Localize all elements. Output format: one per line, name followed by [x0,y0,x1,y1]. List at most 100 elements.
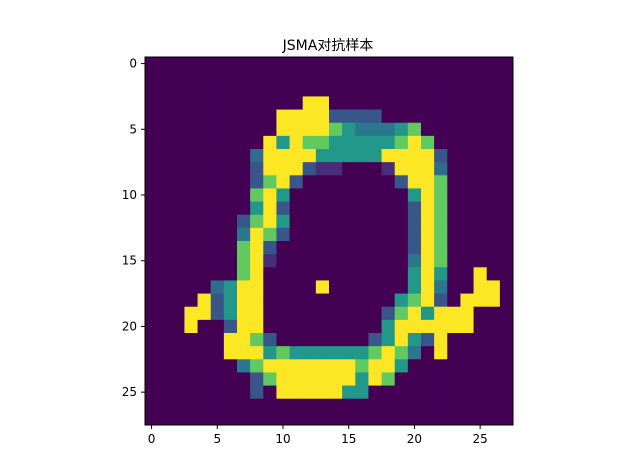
heatmap-cell [368,293,382,308]
heatmap-cell [276,306,290,321]
heatmap-cell [276,411,290,426]
heatmap-cell [368,135,382,150]
heatmap-cell [499,319,514,334]
heatmap-cell [473,122,488,137]
heatmap-cell [329,175,343,189]
heatmap-cell [250,96,264,110]
heatmap-cell [473,175,488,189]
heatmap-cell [197,385,212,400]
heatmap-cell [210,346,225,360]
heatmap-cell [434,96,448,110]
heatmap-cell [486,333,501,347]
heatmap-cell [210,333,225,347]
heatmap-cell [473,241,488,255]
heatmap-cell [237,346,251,360]
heatmap-cell [263,162,277,176]
heatmap-cell [368,333,382,347]
heatmap-cell [486,201,501,216]
heatmap-cell [302,372,317,386]
heatmap-cell [315,109,330,124]
heatmap-cell [499,175,514,189]
heatmap-cell [158,385,172,400]
heatmap-cell [434,175,448,189]
heatmap-cell [158,372,172,386]
heatmap-cell [210,398,225,413]
heatmap-cell [184,162,198,176]
heatmap-cell [197,162,212,176]
heatmap-cell [250,306,264,321]
heatmap-cell [486,411,501,426]
heatmap-cell [368,109,382,124]
heatmap-cell [473,162,488,176]
heatmap-cell [486,293,501,308]
heatmap-cell [368,398,382,413]
heatmap-cell [499,346,514,360]
heatmap-cell [329,241,343,255]
heatmap-cell [394,201,409,216]
heatmap-cell [223,398,238,413]
heatmap-cell [486,280,501,294]
heatmap-cell [276,188,290,202]
heatmap-cell [145,188,159,202]
heatmap-cell [263,306,277,321]
chart-title: JSMA对抗样本 [282,38,374,54]
heatmap-cell [329,411,343,426]
heatmap-cell [381,227,396,242]
heatmap-cell [158,175,172,189]
heatmap-cell [394,57,409,71]
heatmap-cell [250,214,264,229]
heatmap-cell [329,254,343,268]
heatmap-cell [302,109,317,124]
heatmap-cell [145,149,159,163]
heatmap-cell [434,57,448,71]
heatmap-cell [197,122,212,137]
heatmap-cell [499,372,514,386]
heatmap-cell [197,333,212,347]
heatmap-cell [158,227,172,242]
heatmap-cell [145,83,159,97]
heatmap-cell [184,254,198,268]
heatmap-cell [460,149,474,163]
heatmap-cell [355,372,369,386]
heatmap-cell [250,280,264,294]
heatmap-cell [407,122,422,137]
heatmap-cell [171,109,185,124]
heatmap-cell [355,83,369,97]
heatmap-cell [368,359,382,373]
heatmap-cell [237,149,251,163]
heatmap-cell [368,306,382,321]
heatmap-cell [315,411,330,426]
heatmap-cell [158,83,172,97]
x-tick-label: 25 [473,432,488,446]
heatmap-cell [315,83,330,97]
heatmap-cell [184,70,198,84]
heatmap-cell [499,293,514,308]
heatmap-cell [342,227,356,242]
heatmap-cell [250,149,264,163]
heatmap-cell [263,359,277,373]
heatmap-cell [407,149,422,163]
heatmap-cell [447,188,461,202]
heatmap-cell [223,333,238,347]
heatmap-cell [302,162,317,176]
heatmap-cell [184,333,198,347]
heatmap-cell [210,306,225,321]
heatmap-cell [223,254,238,268]
heatmap-cell [171,306,185,321]
heatmap-cell [289,280,304,294]
heatmap-cell [486,372,501,386]
heatmap-cell [302,83,317,97]
heatmap-cell [421,122,435,137]
heatmap-cell [289,254,304,268]
heatmap-cell [263,346,277,360]
heatmap-cell [460,359,474,373]
heatmap-cell [171,267,185,281]
heatmap-cell [197,398,212,413]
heatmap-cell [158,306,172,321]
heatmap-cell [315,227,330,242]
heatmap-cell [263,227,277,242]
heatmap-cell [158,267,172,281]
heatmap-cell [460,280,474,294]
heatmap-cell [434,306,448,321]
heatmap-cell [250,385,264,400]
